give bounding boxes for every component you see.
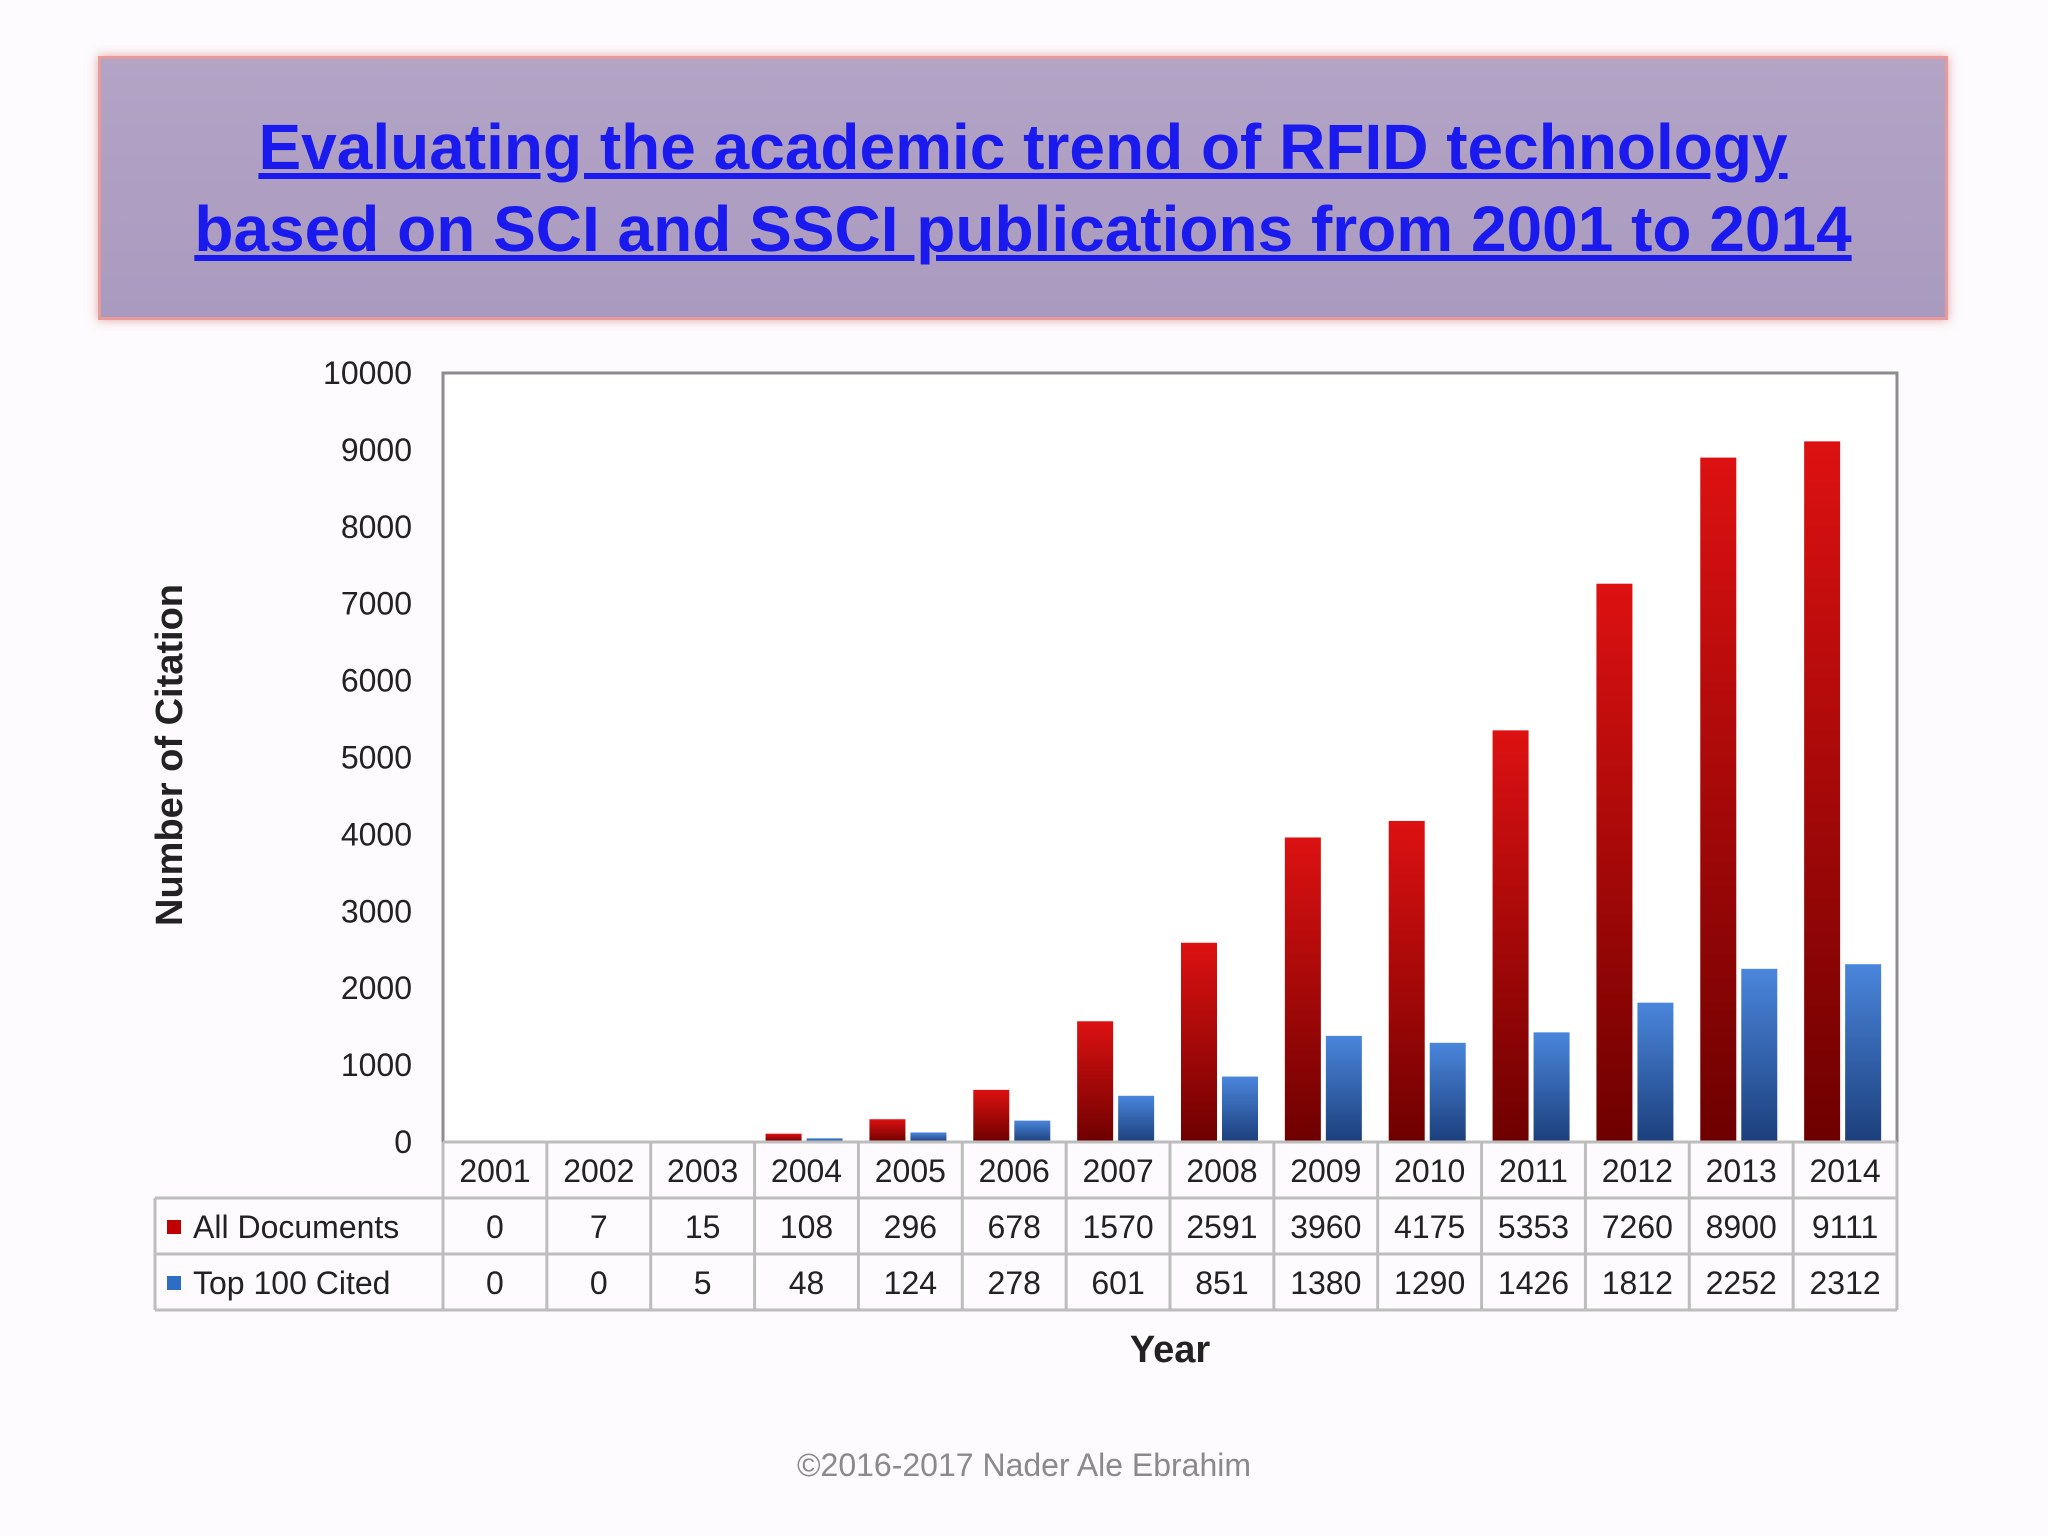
data-table-value: 1426 — [1498, 1265, 1569, 1301]
data-table-value: 15 — [685, 1209, 721, 1245]
data-table-value: 7260 — [1602, 1209, 1673, 1245]
title-banner: Evaluating the academic trend of RFID te… — [98, 56, 1948, 320]
x-tick-label: 2002 — [563, 1153, 634, 1189]
bar-all-documents-2011[interactable] — [1492, 730, 1529, 1142]
data-table-value: 1812 — [1602, 1265, 1673, 1301]
data-table-value: 278 — [988, 1265, 1041, 1301]
data-table-value: 2252 — [1706, 1265, 1777, 1301]
y-tick-label: 6000 — [341, 663, 412, 699]
data-table-value: 4175 — [1394, 1209, 1465, 1245]
legend-swatch — [167, 1220, 181, 1234]
x-tick-label: 2001 — [459, 1153, 530, 1189]
x-tick-label: 2014 — [1809, 1153, 1880, 1189]
bar-top-100-cited-2005[interactable] — [910, 1132, 947, 1142]
y-tick-label: 7000 — [341, 586, 412, 622]
data-table-value: 5 — [694, 1265, 712, 1301]
data-table-value: 2591 — [1186, 1209, 1257, 1245]
bar-top-100-cited-2012[interactable] — [1637, 1002, 1674, 1142]
bar-all-documents-2005[interactable] — [869, 1119, 906, 1142]
y-tick-label: 0 — [394, 1124, 412, 1160]
y-tick-label: 3000 — [341, 893, 412, 929]
x-tick-label: 2003 — [667, 1153, 738, 1189]
bar-all-documents-2014[interactable] — [1804, 441, 1841, 1142]
x-tick-label: 2006 — [979, 1153, 1050, 1189]
bar-all-documents-2012[interactable] — [1596, 583, 1633, 1142]
y-tick-label: 5000 — [341, 740, 412, 776]
bar-top-100-cited-2013[interactable] — [1741, 968, 1778, 1142]
x-tick-label: 2007 — [1082, 1153, 1153, 1189]
bar-all-documents-2009[interactable] — [1284, 837, 1321, 1142]
data-table-value: 0 — [486, 1209, 504, 1245]
data-table-value: 1570 — [1082, 1209, 1153, 1245]
data-table-value: 48 — [789, 1265, 825, 1301]
title-line-2[interactable]: based on SCI and SSCI publications from … — [194, 193, 1852, 265]
bar-all-documents-2008[interactable] — [1181, 942, 1217, 1142]
data-table-value: 2312 — [1809, 1265, 1880, 1301]
data-table-value: 0 — [486, 1265, 504, 1301]
x-tick-label: 2005 — [875, 1153, 946, 1189]
y-tick-label: 4000 — [341, 816, 412, 852]
x-tick-label: 2009 — [1290, 1153, 1361, 1189]
copyright-footer: ©2016-2017 Nader Ale Ebrahim — [796, 1447, 1252, 1483]
data-table-value: 0 — [590, 1265, 608, 1301]
y-tick-label: 10000 — [323, 355, 412, 391]
data-table-value: 1380 — [1290, 1265, 1361, 1301]
x-tick-label: 2011 — [1499, 1153, 1568, 1189]
x-tick-label: 2012 — [1602, 1153, 1673, 1189]
data-table-value: 851 — [1195, 1265, 1248, 1301]
data-table-value: 1290 — [1394, 1265, 1465, 1301]
y-tick-label: 2000 — [341, 970, 412, 1006]
bar-top-100-cited-2006[interactable] — [1014, 1120, 1051, 1142]
legend-swatch — [167, 1276, 181, 1290]
plot-area — [441, 371, 1899, 1144]
y-tick-label: 1000 — [341, 1047, 412, 1083]
data-table-value: 8900 — [1706, 1209, 1777, 1245]
legend-label: All Documents — [193, 1209, 399, 1245]
title-line-1[interactable]: Evaluating the academic trend of RFID te… — [258, 111, 1788, 183]
data-table-value: 124 — [884, 1265, 937, 1301]
data-table-value: 678 — [988, 1209, 1041, 1245]
x-tick-label: 2004 — [771, 1153, 842, 1189]
bar-top-100-cited-2009[interactable] — [1325, 1035, 1362, 1142]
data-table-value: 601 — [1091, 1265, 1144, 1301]
bar-top-100-cited-2014[interactable] — [1845, 964, 1882, 1142]
x-axis-label: Year — [1130, 1329, 1211, 1371]
y-tick-label: 8000 — [341, 509, 412, 545]
y-axis-label: Number of Citation — [149, 584, 191, 926]
data-table-value: 5353 — [1498, 1209, 1569, 1245]
legend-label: Top 100 Cited — [193, 1265, 390, 1301]
data-table-value: 3960 — [1290, 1209, 1361, 1245]
bar-all-documents-2006[interactable] — [973, 1089, 1010, 1142]
bar-top-100-cited-2010[interactable] — [1429, 1042, 1466, 1142]
data-table-value: 9111 — [1812, 1209, 1878, 1245]
data-table-value: 108 — [780, 1209, 833, 1245]
bar-top-100-cited-2004[interactable] — [806, 1138, 843, 1142]
bar-all-documents-2010[interactable] — [1388, 820, 1425, 1142]
y-tick-label: 9000 — [341, 432, 412, 468]
bar-top-100-cited-2008[interactable] — [1222, 1076, 1258, 1142]
bar-all-documents-2007[interactable] — [1077, 1021, 1114, 1142]
data-table-value: 296 — [884, 1209, 937, 1245]
data-table-value: 7 — [590, 1209, 608, 1245]
bar-all-documents-2004[interactable] — [765, 1133, 802, 1142]
x-tick-label: 2010 — [1394, 1153, 1465, 1189]
bar-top-100-cited-2007[interactable] — [1118, 1095, 1155, 1142]
x-tick-label: 2013 — [1706, 1153, 1777, 1189]
bar-top-100-cited-2011[interactable] — [1533, 1032, 1570, 1142]
x-tick-label: 2008 — [1186, 1153, 1257, 1189]
bar-all-documents-2013[interactable] — [1700, 457, 1737, 1143]
